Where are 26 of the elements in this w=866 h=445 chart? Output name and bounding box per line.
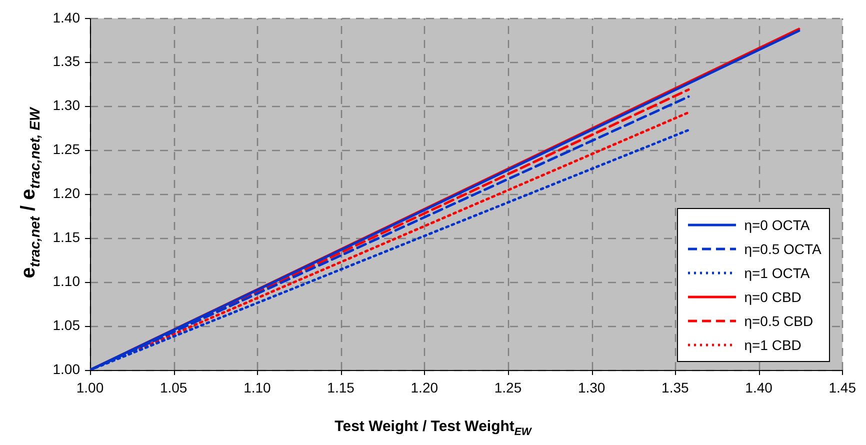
y-tick-label: 1.00 [52, 360, 80, 377]
legend-label: η=0.5 CBD [744, 313, 814, 329]
y-tick-label: 1.05 [52, 316, 80, 333]
legend-label: η=0 CBD [744, 289, 802, 305]
y-tick-label: 1.20 [52, 185, 80, 202]
y-tick-label: 1.25 [52, 141, 80, 158]
legend-label: η=0.5 OCTA [744, 241, 822, 257]
y-tick-label: 1.35 [52, 53, 80, 70]
x-tick-label: 1.20 [410, 379, 438, 396]
legend-label: η=1 CBD [744, 337, 802, 353]
x-tick-label: 1.30 [578, 379, 606, 396]
y-tick-label: 1.40 [52, 9, 80, 26]
x-tick-label: 1.00 [76, 379, 104, 396]
legend-label: η=0 OCTA [744, 217, 810, 233]
x-tick-label: 1.10 [244, 379, 272, 396]
y-tick-label: 1.15 [52, 229, 80, 246]
x-tick-label: 1.05 [160, 379, 188, 396]
x-tick-label: 1.40 [745, 379, 773, 396]
x-tick-label: 1.45 [828, 379, 856, 396]
x-tick-label: 1.35 [662, 379, 690, 396]
y-tick-label: 1.30 [52, 97, 80, 114]
x-axis-title: Test Weight / Test Weight$_{EW}$ [334, 418, 533, 438]
y-tick-label: 1.10 [52, 272, 80, 289]
x-tick-label: 1.15 [327, 379, 355, 396]
x-tick-label: 1.25 [494, 379, 522, 396]
legend-label: η=1 OCTA [744, 265, 810, 281]
